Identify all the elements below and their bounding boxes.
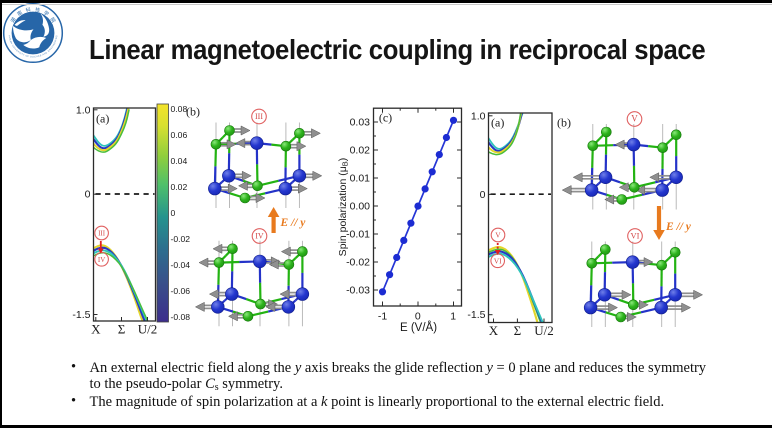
svg-text:0.00: 0.00 — [350, 201, 371, 213]
svg-text:(a): (a) — [96, 112, 109, 126]
svg-text:技: 技 — [35, 6, 41, 14]
svg-text:Spin polarization (μB): Spin polarization (μB) — [337, 158, 350, 257]
svg-text:(c): (c) — [379, 111, 392, 125]
svg-text:(b): (b) — [186, 105, 200, 119]
svg-text:III: III — [255, 112, 263, 121]
svg-text:科: 科 — [25, 6, 31, 14]
svg-text:VI: VI — [494, 256, 502, 265]
svg-text:南: 南 — [16, 9, 24, 18]
svg-text:U/2: U/2 — [534, 323, 554, 338]
svg-text:X: X — [91, 322, 101, 337]
svg-text:-0.02: -0.02 — [346, 257, 370, 269]
svg-text:0.02: 0.02 — [350, 145, 371, 157]
svg-text:-0.02: -0.02 — [171, 234, 191, 244]
svg-text:-1.5: -1.5 — [467, 309, 485, 321]
svg-text:1: 1 — [450, 311, 456, 323]
svg-text:V: V — [631, 114, 638, 124]
svg-text:1.0: 1.0 — [76, 104, 91, 116]
svg-text:(a): (a) — [491, 116, 504, 130]
svg-text:Σ: Σ — [118, 322, 126, 337]
svg-text:IV: IV — [255, 232, 264, 241]
svg-text:0: 0 — [480, 189, 486, 201]
svg-text:0.04: 0.04 — [171, 156, 188, 166]
svg-text:-0.06: -0.06 — [171, 286, 191, 296]
svg-text:0.08: 0.08 — [171, 104, 188, 114]
svg-text:0.02: 0.02 — [171, 182, 188, 192]
svg-text:III: III — [98, 230, 106, 238]
svg-text:-0.03: -0.03 — [346, 285, 370, 297]
svg-text:湖: 湖 — [9, 16, 18, 24]
svg-text:E // y: E // y — [280, 217, 307, 229]
svg-text:(b): (b) — [557, 116, 571, 130]
svg-text:E (V/Å): E (V/Å) — [400, 321, 437, 334]
svg-text:VI: VI — [631, 231, 640, 241]
svg-text:0.06: 0.06 — [171, 130, 188, 140]
svg-text:Σ: Σ — [514, 323, 522, 338]
svg-text:U/2: U/2 — [138, 322, 158, 337]
svg-text:0: 0 — [85, 189, 91, 201]
svg-text:-1: -1 — [378, 311, 387, 323]
svg-text:院: 院 — [48, 16, 57, 24]
svg-text:0.01: 0.01 — [350, 173, 371, 185]
svg-text:V: V — [495, 231, 501, 240]
svg-text:0.03: 0.03 — [350, 117, 371, 129]
svg-text:1.0: 1.0 — [471, 110, 486, 122]
svg-text:学: 学 — [42, 9, 50, 18]
svg-text:IV: IV — [98, 256, 105, 264]
svg-text:X: X — [489, 323, 499, 338]
svg-text:-1.5: -1.5 — [72, 309, 90, 321]
svg-text:-0.01: -0.01 — [346, 229, 370, 241]
svg-text:-0.04: -0.04 — [171, 260, 191, 270]
svg-text:-0.08: -0.08 — [171, 312, 191, 322]
svg-text:0: 0 — [415, 311, 421, 323]
svg-text:E // y: E // y — [665, 221, 692, 233]
svg-text:0: 0 — [171, 208, 176, 218]
